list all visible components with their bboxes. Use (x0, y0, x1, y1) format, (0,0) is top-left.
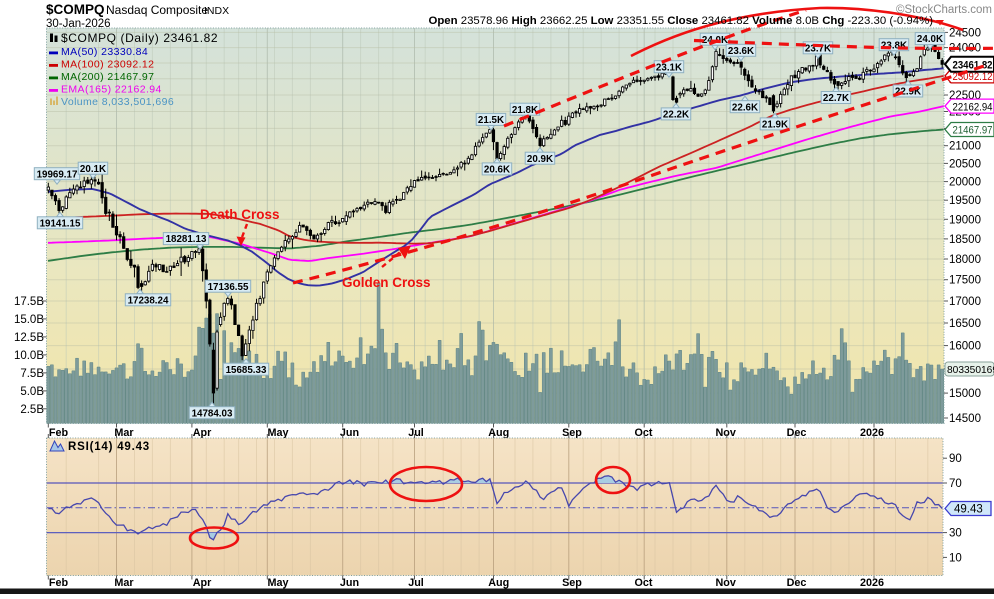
svg-text:Jun: Jun (340, 577, 359, 589)
svg-text:May: May (267, 577, 288, 589)
svg-text:14784.03: 14784.03 (192, 408, 233, 419)
svg-text:17136.55: 17136.55 (208, 282, 249, 293)
svg-text:Mar: Mar (114, 427, 134, 439)
svg-text:22.6K: 22.6K (732, 102, 758, 113)
svg-text:17500: 17500 (949, 275, 981, 287)
svg-text:20500: 20500 (949, 158, 981, 170)
svg-text:16000: 16000 (949, 341, 981, 353)
svg-text:May: May (267, 427, 288, 439)
svg-text:23.7K: 23.7K (805, 43, 831, 54)
svg-text:23.8K: 23.8K (881, 40, 907, 51)
svg-text:Aug: Aug (488, 577, 509, 589)
svg-text:RSI(14) 49.43: RSI(14) 49.43 (68, 441, 150, 453)
svg-text:23.6K: 23.6K (728, 46, 754, 57)
svg-text:19969.17: 19969.17 (37, 169, 78, 180)
svg-text:Jul: Jul (408, 427, 424, 439)
svg-text:10: 10 (949, 552, 962, 564)
svg-text:Mar: Mar (114, 577, 134, 589)
svg-text:20.1K: 20.1K (80, 164, 106, 175)
svg-text:Nov: Nov (715, 427, 735, 439)
svg-text:8033501696: 8033501696 (947, 365, 994, 376)
svg-text:20.9K: 20.9K (527, 154, 553, 165)
svg-text:20.6K: 20.6K (484, 165, 510, 176)
svg-text:MA(200) 21467.97: MA(200) 21467.97 (61, 71, 154, 83)
svg-text:70: 70 (949, 478, 962, 490)
svg-text:Jul: Jul (408, 577, 424, 589)
svg-text:21.5K: 21.5K (478, 115, 504, 126)
svg-text:2026: 2026 (860, 427, 884, 439)
svg-text:19000: 19000 (949, 214, 981, 226)
svg-text:MA(50) 23330.84: MA(50) 23330.84 (61, 46, 148, 58)
svg-text:21.9K: 21.9K (762, 120, 788, 131)
svg-text:©StockCharts.com: ©StockCharts.com (896, 4, 992, 16)
svg-text:7.5B: 7.5B (20, 368, 44, 380)
svg-text:Feb: Feb (49, 577, 69, 589)
svg-text:INDX: INDX (204, 5, 229, 17)
svg-text:90: 90 (949, 453, 962, 465)
svg-text:Death Cross: Death Cross (200, 207, 280, 222)
svg-text:Dec: Dec (787, 577, 807, 589)
svg-text:24.0K: 24.0K (917, 34, 943, 45)
svg-text:2.5B: 2.5B (20, 404, 44, 416)
svg-text:$COMPQ (Daily) 23461.82: $COMPQ (Daily) 23461.82 (61, 31, 218, 45)
svg-text:21467.97: 21467.97 (953, 125, 993, 137)
svg-text:20000: 20000 (949, 177, 981, 189)
svg-text:12.5B: 12.5B (14, 332, 44, 344)
svg-text:30-Jan-2026: 30-Jan-2026 (46, 18, 111, 30)
svg-text:$COMPQ: $COMPQ (46, 2, 105, 17)
svg-text:Apr: Apr (193, 427, 212, 439)
svg-text:5.0B: 5.0B (20, 386, 44, 398)
svg-text:22.9K: 22.9K (895, 87, 921, 98)
svg-text:24000: 24000 (949, 43, 981, 55)
svg-text:Apr: Apr (193, 577, 212, 589)
svg-text:Sep: Sep (562, 427, 582, 439)
svg-text:21.8K: 21.8K (512, 105, 538, 116)
svg-text:15685.33: 15685.33 (226, 365, 267, 376)
svg-text:2026: 2026 (860, 577, 884, 589)
svg-text:Jun: Jun (340, 427, 359, 439)
svg-text:18500: 18500 (949, 234, 981, 246)
svg-text:Sep: Sep (562, 577, 582, 589)
svg-text:10.0B: 10.0B (14, 350, 44, 362)
svg-text:Oct: Oct (635, 427, 653, 439)
svg-text:Feb: Feb (49, 427, 69, 439)
svg-text:MA(100) 23092.12: MA(100) 23092.12 (61, 59, 154, 71)
svg-text:22.7K: 22.7K (823, 93, 849, 104)
svg-text:15000: 15000 (949, 388, 981, 400)
svg-text:Aug: Aug (488, 427, 509, 439)
svg-text:Golden Cross: Golden Cross (342, 275, 431, 290)
svg-text:EMA(165) 22162.94: EMA(165) 22162.94 (61, 84, 162, 96)
svg-text:19500: 19500 (949, 195, 981, 207)
svg-text:49.43: 49.43 (954, 504, 983, 516)
svg-text:Oct: Oct (635, 577, 653, 589)
svg-text:Open 23578.96 High 23662.25 Lo: Open 23578.96 High 23662.25 Low 23351.55… (428, 15, 933, 27)
svg-text:14500: 14500 (949, 413, 981, 425)
svg-text:19141.15: 19141.15 (40, 218, 81, 229)
svg-text:Nasdaq Composite: Nasdaq Composite (106, 3, 208, 17)
svg-text:Nov: Nov (715, 577, 735, 589)
svg-text:Volume 8,033,501,696: Volume 8,033,501,696 (61, 96, 174, 108)
svg-text:17.5B: 17.5B (14, 296, 44, 308)
svg-text:18281.13: 18281.13 (166, 234, 207, 245)
svg-text:21000: 21000 (949, 141, 981, 153)
svg-text:17000: 17000 (949, 296, 981, 308)
svg-text:23.1K: 23.1K (656, 62, 682, 73)
svg-text:22162.94: 22162.94 (953, 101, 993, 113)
svg-text:16500: 16500 (949, 318, 981, 330)
svg-text:22.2K: 22.2K (663, 110, 689, 121)
svg-text:24500: 24500 (949, 27, 981, 39)
svg-text:15.0B: 15.0B (14, 314, 44, 326)
svg-text:17238.24: 17238.24 (128, 295, 169, 306)
svg-text:30: 30 (949, 528, 962, 540)
svg-text:23461.82: 23461.82 (953, 59, 993, 71)
svg-text:18000: 18000 (949, 254, 981, 266)
svg-text:Dec: Dec (787, 427, 807, 439)
